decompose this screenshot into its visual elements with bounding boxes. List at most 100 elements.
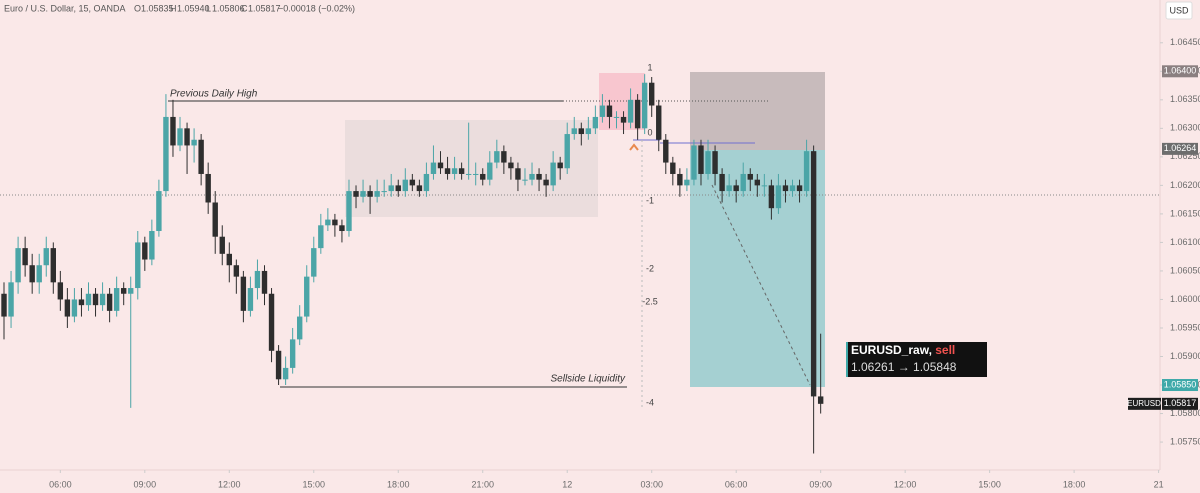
candle-body (677, 173, 683, 186)
candle-body (170, 116, 176, 146)
price-badge-label: 1.05817 (1164, 398, 1197, 408)
candle-body (57, 282, 64, 300)
candle-body (156, 191, 162, 232)
candle-body (71, 299, 78, 317)
candle-body (275, 350, 282, 380)
price-badge (1162, 397, 1198, 410)
y-tick-label: 1.05950 (1170, 322, 1200, 332)
candle-body (641, 82, 648, 129)
candle-body (346, 191, 352, 232)
candle-body (50, 248, 56, 283)
candle-body (226, 253, 232, 266)
candle-body (810, 151, 817, 397)
fib-label: -2 (646, 263, 654, 273)
currency[interactable]: USD (1169, 5, 1189, 15)
x-tick-label: 06:00 (725, 479, 748, 489)
x-tick-label: 03:00 (640, 479, 663, 489)
x-tick-label: 21 (1154, 479, 1164, 489)
fib-label: -1 (646, 195, 654, 205)
y-tick-label: 1.06200 (1170, 180, 1200, 190)
candle-body (564, 134, 570, 169)
candle-body (205, 173, 211, 203)
candle-body (458, 168, 465, 174)
candle-body (240, 276, 247, 311)
candle-body (247, 288, 254, 311)
candle-body (796, 185, 803, 192)
header: Euro / U.S. Dollar, 15, OANDA O 1.05835 … (4, 3, 355, 13)
h-value: 1.05940 (177, 3, 210, 13)
currency-button[interactable] (1165, 1, 1193, 20)
candle-body (318, 225, 324, 249)
x-tick-label: 09:00 (809, 479, 832, 489)
sellside-label: Sellside Liquidity (551, 374, 626, 385)
candle-body (311, 248, 317, 277)
candle-body (22, 248, 28, 266)
candle-body (571, 128, 577, 135)
candle-body (177, 128, 183, 146)
y-tick-label: 1.06150 (1170, 208, 1200, 218)
price-badge (1162, 379, 1198, 392)
x-tick-label: 21:00 (471, 479, 494, 489)
candle-body (212, 202, 218, 237)
candle-body (803, 151, 810, 192)
candle-body (198, 139, 204, 174)
candle-body (627, 99, 634, 123)
y-tick-label: 1.06100 (1170, 237, 1200, 247)
candle-body (381, 191, 387, 193)
trade-side: sell (935, 343, 955, 357)
c-label: C (241, 3, 248, 13)
fib-label: 0 (647, 127, 652, 137)
candle-body (522, 179, 528, 181)
candle-body (592, 116, 599, 129)
candle-body (691, 145, 697, 180)
candle-body (536, 173, 542, 180)
fib-label: 1 (647, 62, 652, 72)
candle-body (747, 173, 753, 180)
candle-body (613, 116, 620, 118)
candle-body (733, 185, 739, 192)
caret (629, 143, 639, 151)
candle-body (332, 219, 338, 226)
x-tick-label: 15:00 (303, 479, 326, 489)
candle-body (508, 162, 514, 169)
candle-body (233, 265, 240, 277)
candle-body (712, 151, 718, 174)
symbol-badge (1128, 397, 1161, 410)
candles (1, 74, 824, 454)
trade-prices: 1.06261 → 1.05848 (851, 360, 957, 374)
candle-body (465, 173, 472, 175)
candle-body (360, 191, 366, 197)
y-tick-label: 1.06300 (1170, 123, 1200, 133)
trade-box-accent (846, 342, 848, 377)
candle-body (325, 219, 331, 226)
y-tick-label: 1.06000 (1170, 294, 1200, 304)
candle-body (36, 265, 42, 283)
o-value: 1.05835 (141, 3, 174, 13)
c-value: 1.05817 (248, 3, 281, 13)
price-badge-label: 1.06264 (1164, 143, 1197, 153)
candle-body (374, 191, 380, 197)
price-badge (1162, 142, 1198, 155)
fib-label: -2.5 (642, 296, 658, 306)
candle-body (268, 293, 275, 351)
candle-body (1, 293, 7, 317)
candle-body (135, 242, 141, 289)
candle-body (578, 128, 585, 135)
candle-body (282, 367, 289, 380)
candle-body (339, 225, 345, 232)
candle-body (494, 151, 500, 163)
candle-body (740, 173, 746, 192)
candle-body (423, 173, 430, 192)
candle-body (430, 162, 437, 174)
candle-body (261, 270, 268, 294)
h-label: H (170, 3, 177, 13)
candle-body (599, 105, 606, 117)
candle-body (529, 173, 535, 180)
candle-body (219, 236, 225, 254)
trade-title: EURUSD_raw, sell (851, 343, 955, 357)
y-tick-label: 1.06250 (1170, 151, 1200, 161)
candle-body (402, 179, 408, 192)
y-tick-label: 1.06050 (1170, 265, 1200, 275)
candle-body (606, 105, 613, 117)
candle-body (113, 288, 120, 311)
